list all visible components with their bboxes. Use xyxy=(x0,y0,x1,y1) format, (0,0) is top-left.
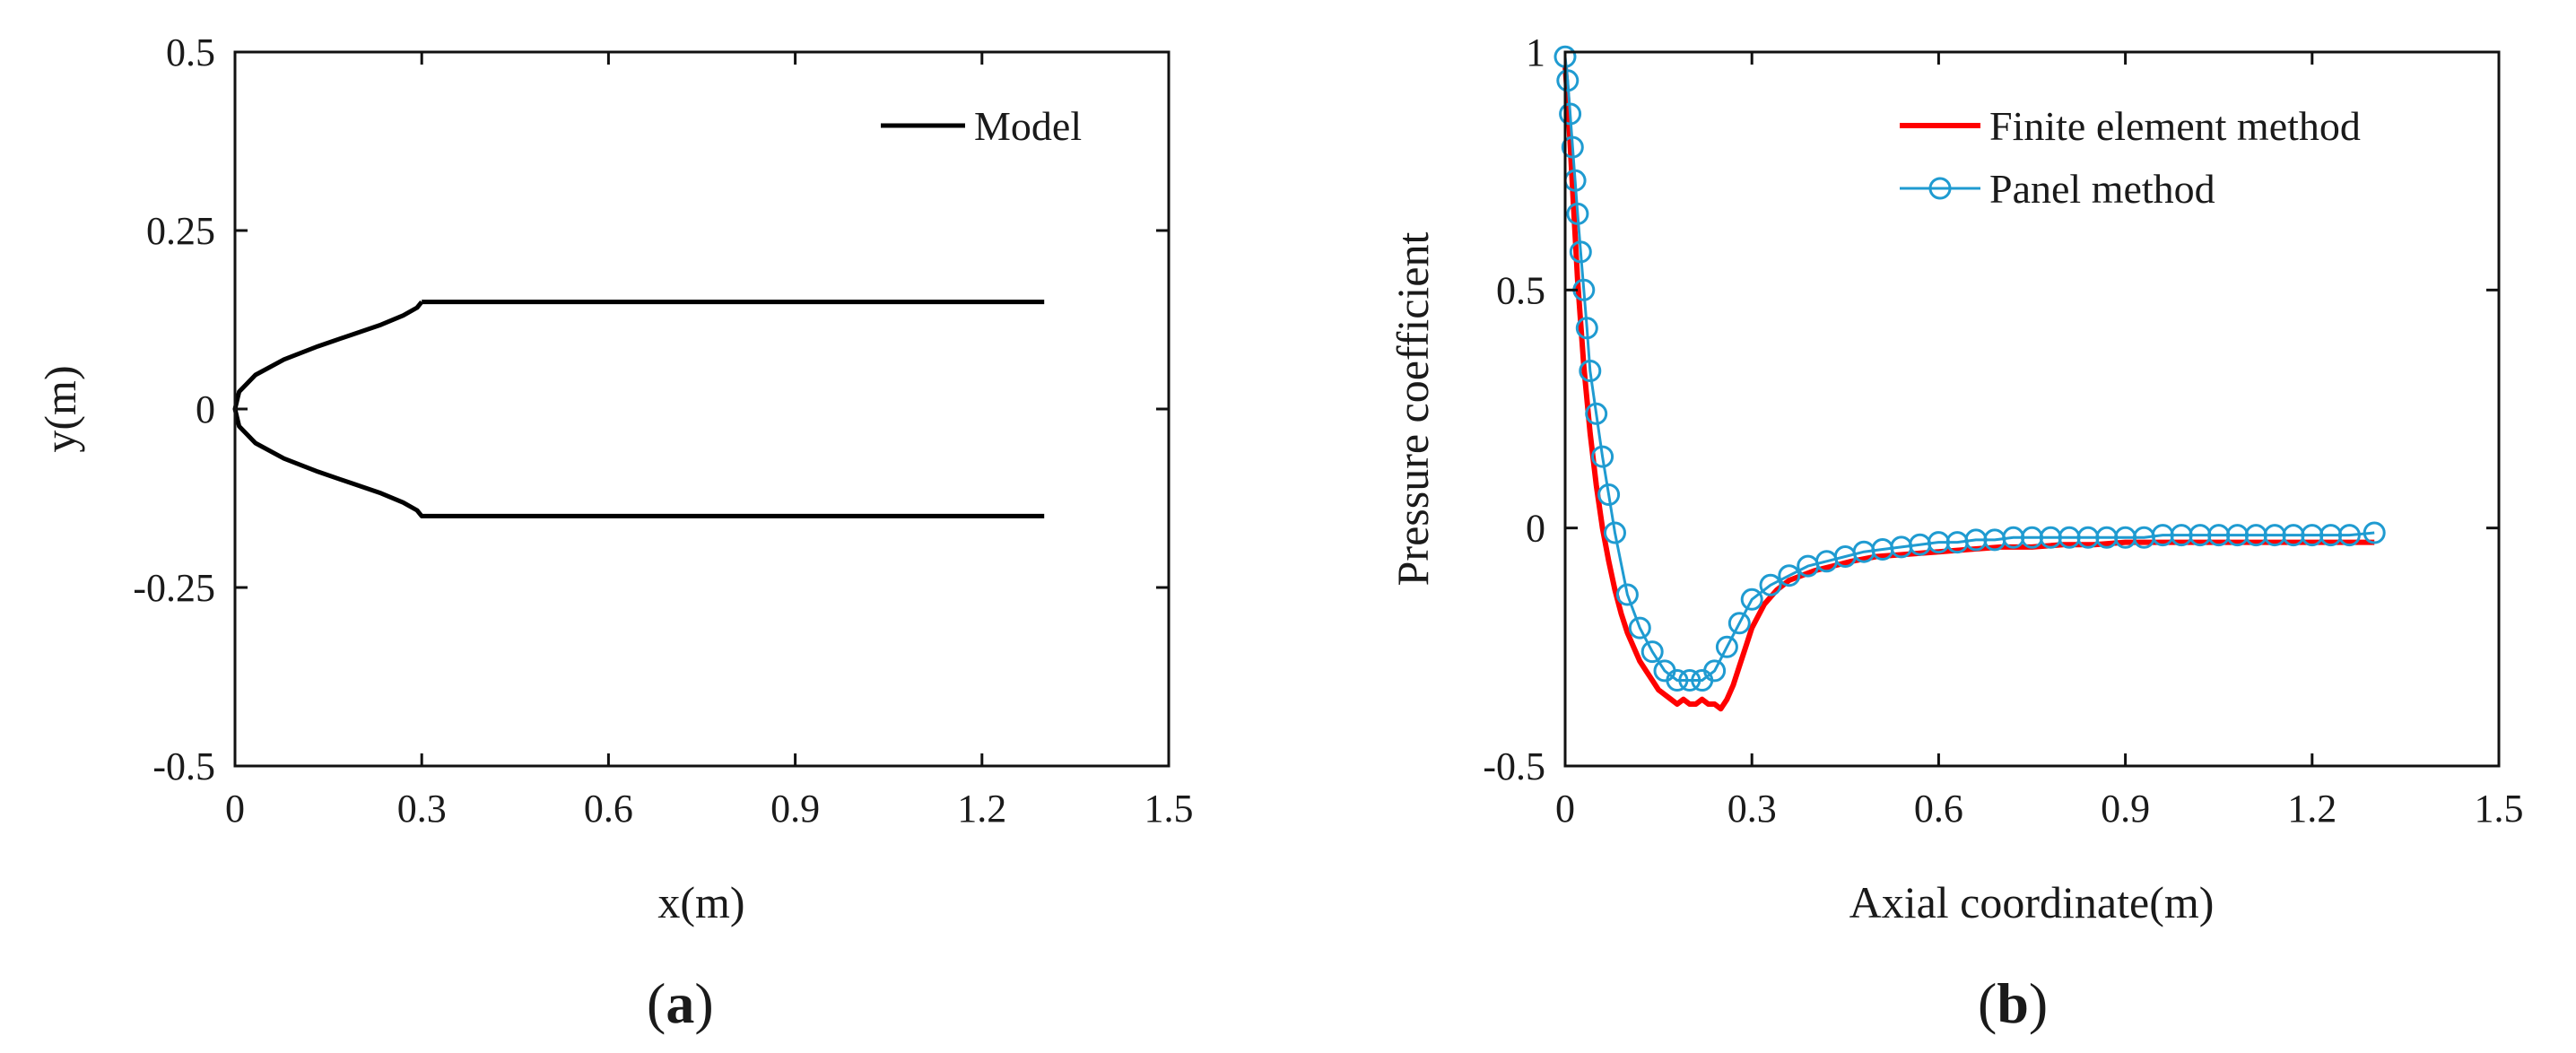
panel-a-axes-frame xyxy=(233,50,1171,768)
panel-b-ytick-label: -0.5 xyxy=(1483,744,1545,788)
panel-b-panel-method-point xyxy=(1703,659,1727,683)
panel-b-xtick-label: 1.2 xyxy=(2287,787,2337,831)
panel-b-ytick-label: 1 xyxy=(1526,30,1545,74)
panel-a-xtick-label: 1.2 xyxy=(957,787,1006,831)
panel-b-caption: (b) xyxy=(1978,971,2048,1035)
panel-b-xtick-label: 0.9 xyxy=(2101,787,2150,831)
panel-b-panel-method-point xyxy=(1759,573,1782,596)
panel-b-xtick-label: 0.3 xyxy=(1727,787,1777,831)
panel-b-ytick-label: 0 xyxy=(1526,507,1545,551)
panel-b-panel-method-point xyxy=(1585,402,1608,425)
panel-b-panel-method-point xyxy=(1591,445,1614,468)
panel-a-model-geometry: 0 0.3 0.6 0.9 1.2 1.5 -0.5 -0.25 0 0.25 0.5 x(m) y… xyxy=(35,30,1194,1035)
panel-b-legend-label-panel: Panel method xyxy=(1989,166,2215,212)
panel-a-ytick-label: 0.25 xyxy=(146,209,215,253)
panel-b-panel-method-point xyxy=(1556,69,1580,92)
panel-b-ylabel: Pressure coefficient xyxy=(1388,232,1438,587)
panel-a-xtick-label: 0.6 xyxy=(584,787,633,831)
panel-a-caption-letter: a xyxy=(666,971,694,1035)
panel-b-panel-method-point xyxy=(1740,587,1763,611)
panel-a-legend-label-model: Model xyxy=(974,103,1082,149)
panel-b-caption-letter: b xyxy=(1997,971,2029,1035)
panel-b-xtick-label: 0 xyxy=(1555,787,1575,831)
panel-b-panel-method-point xyxy=(1579,360,1602,382)
panel-b-panel-method-point xyxy=(1678,669,1701,692)
panel-b-ytick-label: 0.5 xyxy=(1496,268,1545,312)
panel-b-axes-frame xyxy=(1563,50,2501,768)
panel-b-series-line-1 xyxy=(1563,57,2375,682)
panel-b-panel-method-point xyxy=(1566,202,1589,225)
panel-b-ticks: 0 0.3 0.6 0.9 1.2 1.5-0.500.51 xyxy=(1483,30,2523,831)
panel-b-panel-method-point xyxy=(1628,616,1651,640)
panel-a-series-line-0 xyxy=(232,300,1045,518)
panel-b-panel-method-point xyxy=(2337,524,2361,547)
panel-a-caption: (a) xyxy=(647,971,714,1035)
panel-b-xlabel: Axial coordinate(m) xyxy=(1849,877,2215,927)
panel-b-data-marks xyxy=(1553,45,2386,712)
panel-a-ytick-label: -0.25 xyxy=(133,566,215,610)
panel-a-xtick-label: 0 xyxy=(225,787,245,831)
panel-a-ytick-label: 0.5 xyxy=(166,30,215,74)
panel-b-panel-method-point xyxy=(1666,669,1689,692)
panel-b-panel-method-point xyxy=(1597,483,1621,506)
panel-a-xtick-label: 0.9 xyxy=(770,787,820,831)
panel-b-panel-method-point xyxy=(1615,583,1639,606)
panel-b-series-line-0 xyxy=(1562,65,2375,712)
panel-a-ylabel: y(m) xyxy=(35,365,85,452)
panel-b-panel-method-point xyxy=(1561,135,1584,159)
panel-b-panel-method-point xyxy=(1604,521,1626,544)
panel-a-xtick-label: 0.3 xyxy=(397,787,447,831)
panel-a-ytick-label: -0.5 xyxy=(152,744,215,788)
panel-b-panel-method-point xyxy=(1569,240,1592,264)
panel-b-panel-method-point xyxy=(1778,564,1801,587)
panel-b-legend-marker-panel xyxy=(1928,177,1952,200)
panel-b-panel-method-point xyxy=(1727,612,1751,635)
panel-b-pressure-coefficient: 0 0.3 0.6 0.9 1.2 1.5-0.500.51 Axial coordina… xyxy=(1388,30,2524,1035)
panel-b-panel-method-point xyxy=(1575,317,1598,340)
panel-a-xlabel: x(m) xyxy=(657,877,744,927)
panel-b-xtick-label: 1.5 xyxy=(2475,787,2524,831)
panel-a-data-marks xyxy=(232,300,1045,518)
panel-b-panel-method-point xyxy=(1640,640,1664,664)
panel-a-ytick-label: 0 xyxy=(196,387,215,431)
panel-a-legend: Model xyxy=(881,103,1082,149)
panel-a-xtick-label: 1.5 xyxy=(1144,787,1194,831)
panel-b-xtick-label: 0.6 xyxy=(1914,787,1963,831)
panel-a-ticks: 0 0.3 0.6 0.9 1.2 1.5 -0.5 -0.25 0 0.25 0.5 xyxy=(133,30,1193,831)
panel-b-panel-method-point xyxy=(2363,521,2386,544)
panel-b-legend-label-fem: Finite element method xyxy=(1989,103,2361,149)
panel-b-panel-method-point xyxy=(1715,635,1738,658)
panel-b-legend: Finite element method Panel method xyxy=(1900,103,2361,212)
panel-b-panel-method-point xyxy=(1559,102,1582,126)
